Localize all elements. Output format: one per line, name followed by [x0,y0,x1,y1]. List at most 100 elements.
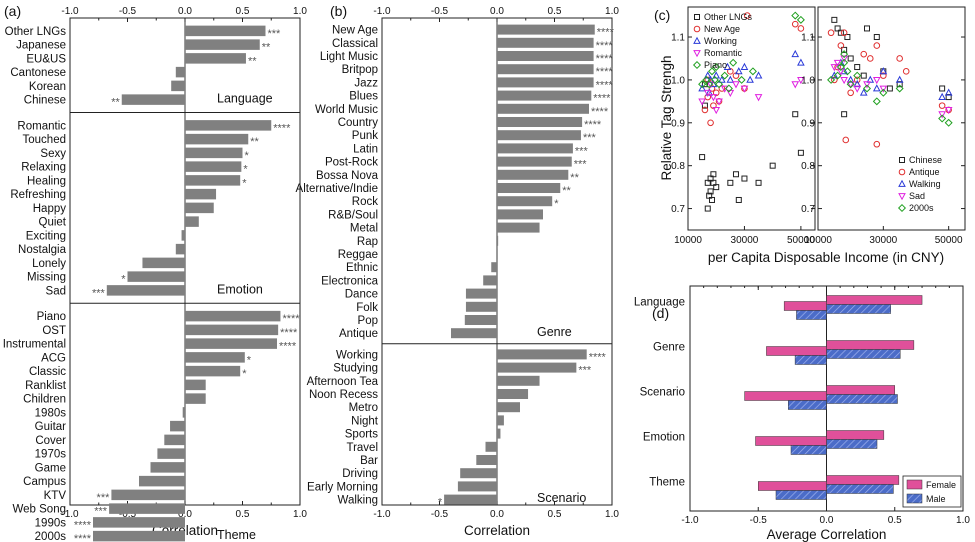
x-axis-title: per Capita Disposable Income (in CNY) [708,250,944,265]
category-label: Korean [29,81,66,93]
y-tick-label: 1.0 [671,75,685,86]
category-label: Electronica [321,275,378,287]
bar [150,462,185,473]
category-label: Pop [358,315,378,327]
category-label: Web Song [13,504,67,516]
tick-label-bottom: -1.0 [373,509,391,520]
category-label: Early Morning [307,481,378,493]
category-label: Quiet [39,217,67,229]
bar [175,243,185,255]
panel-d: (d) -1.0 -0.5 0.0 0.5 1.0 Average Correlation L… [634,285,970,542]
significance-stars: **** [74,533,92,542]
bar [497,103,589,114]
tick-label-top: -0.5 [119,6,137,17]
bar-female [826,295,923,305]
scatter-point [847,55,854,62]
significance-stars: **** [282,313,300,325]
scatter-point [726,75,735,83]
scatter-point [872,84,881,92]
scatter-point [844,34,851,41]
significance-stars: ** [250,136,259,148]
category-label: Bossa Nova [316,170,379,182]
significance-stars: **** [273,122,291,134]
significance-stars: **** [596,53,614,65]
bar [93,530,185,542]
category-label: Noon Recess [309,389,378,401]
significance-stars: * [554,198,559,210]
scatter-point [840,77,848,85]
category-label: Britpop [342,64,378,76]
scatter-point [698,84,706,92]
bar [185,379,206,391]
category-label: OST [42,325,66,337]
x-tick-label: 0.5 [888,515,902,526]
panel-b: -1.0 -1.0 -0.5 -0.5 0.0 0.0 0.5 0.5 1.0 1.0 Correl… [296,3,620,538]
bar [497,130,581,141]
category-label: Walking [338,495,378,507]
scatter-point [840,58,849,67]
bar [185,147,243,159]
scatter-point [860,50,868,58]
tick-label-top: -1.0 [61,6,79,17]
scatter-point [707,67,716,76]
scatter-point [853,85,862,93]
legend-label: Chinese [909,155,942,165]
scatter-point [938,102,946,109]
bar [460,468,497,479]
scatter-point [847,89,854,97]
category-label: 2000s [35,531,67,542]
bar [185,175,241,186]
significance-stars: **** [597,27,615,39]
scatter-point [895,84,904,93]
category-label: Studying [333,363,378,375]
bar [185,338,277,349]
bar [497,349,587,360]
panel-label: (c) [654,7,670,23]
category-label: Piano [37,311,66,323]
bar [497,183,561,193]
significance-stars: *** [583,132,597,144]
x-tick-label: 10000 [674,235,702,246]
scatter-point [715,98,723,106]
scatter-point [938,114,947,123]
scatter-point [708,196,715,203]
category-label: Travel [346,442,378,454]
legend-label: Male [926,494,946,504]
scatter-point [830,71,839,79]
scatter-point [837,29,844,36]
scatter-point [895,75,904,83]
scatter-point [836,63,845,72]
scatter-point [840,29,848,37]
scatter-point [864,25,870,32]
scatter-point [843,67,852,76]
significance-stars: ** [248,55,257,67]
scatter-point [896,81,903,88]
scatter-point [854,64,861,71]
scatter-point [715,80,724,89]
bar-female [826,385,895,395]
category-label: Instrumental [3,339,66,351]
category-label: 1980s [35,407,67,419]
bar [182,407,185,418]
bar-female [826,475,900,485]
tick-label-top: 0.5 [548,6,562,17]
scatter-point [796,15,805,24]
scatter-point [939,85,946,92]
scatter-point [840,50,849,59]
category-label: Metro [349,402,378,414]
x-tick-label: 0.0 [820,515,834,526]
tick-label-top: 0.0 [490,6,504,17]
scatter-point [737,75,746,84]
category-label: Refreshing [10,189,66,201]
x-tick-label: 10000 [804,235,832,246]
scatter-point [944,118,953,127]
tick-label-top: -1.0 [373,6,391,17]
bar [139,475,185,487]
scatter-point [698,80,707,89]
category-label: Jazz [354,77,378,89]
bar [181,230,185,241]
category-label: Nostalgia [18,244,67,256]
legend-swatch [693,36,701,44]
legend-label: Other LNGs [704,12,753,22]
scatter-point [743,12,751,19]
